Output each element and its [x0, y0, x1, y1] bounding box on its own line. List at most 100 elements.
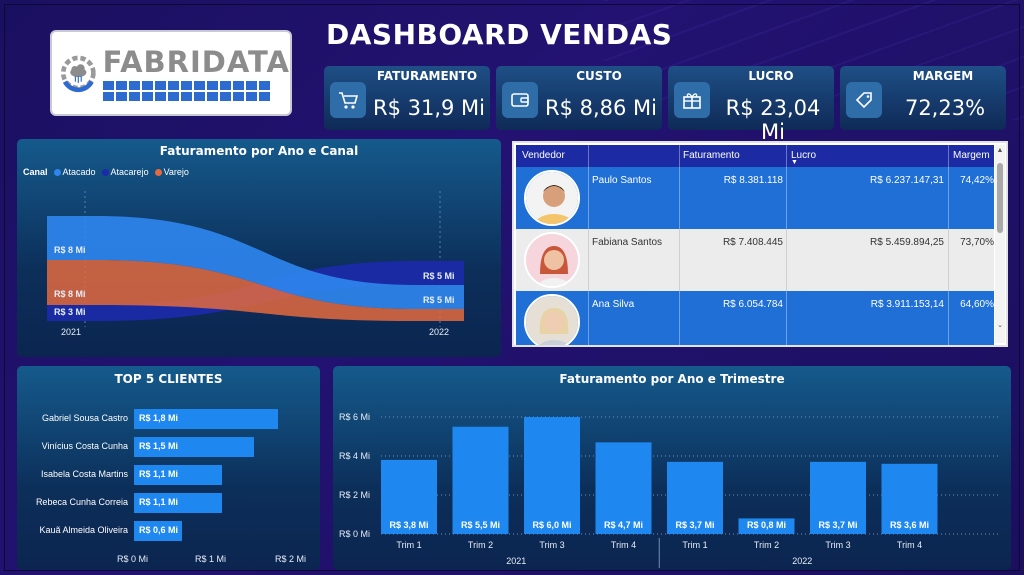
fabridata-logo: FABRIDATA: [50, 30, 292, 116]
legend-item-varejo[interactable]: Varejo: [154, 167, 189, 177]
cell-faturamento: R$ 8.381.118: [723, 175, 783, 186]
logo-text: FABRIDATA: [102, 45, 290, 79]
x-tick-label: Trim 2: [754, 540, 779, 550]
category-label: Gabriel Sousa Castro: [41, 413, 128, 423]
data-label: R$ 3 Mi: [54, 307, 86, 317]
gift-icon: [674, 82, 710, 118]
kpi-card-lucro: LUCRO R$ 23,04 Mi: [668, 66, 834, 144]
x-tick-label: 2022: [429, 327, 450, 337]
page-title: DASHBOARD VENDAS: [326, 18, 673, 51]
bar[interactable]: [667, 461, 723, 534]
category-label: Isabela Costa Martins: [40, 469, 128, 479]
chart-title: TOP 5 CLIENTES: [114, 372, 223, 386]
kpi-card-custo: CUSTO R$ 8,86 Mi: [496, 66, 662, 130]
cell-lucro: R$ 3.911.153,14: [870, 299, 944, 310]
x-tick-label: Trim 2: [468, 540, 493, 550]
data-label: R$ 3,6 Mi: [890, 520, 929, 530]
sort-desc-icon[interactable]: ▼: [791, 159, 798, 166]
y-tick-label: R$ 0 Mi: [339, 529, 370, 539]
table-scrollbar[interactable]: ▲ ⌄: [995, 145, 1005, 343]
table-row[interactable]: Ana Silva R$ 6.054.784 R$ 3.911.153,14 6…: [516, 291, 994, 345]
data-label: R$ 0,6 Mi: [139, 525, 179, 535]
ribbon-varejo[interactable]: [47, 260, 464, 321]
data-label: R$ 6,0 Mi: [532, 520, 571, 530]
category-label: Kauã Almeida Oliveira: [39, 525, 128, 535]
data-label: R$ 5 Mi: [423, 271, 455, 281]
ribbon-chart-panel: Faturamento por Ano e Canal Canal Atacad…: [17, 139, 501, 357]
data-label: R$ 1,8 Mi: [139, 413, 179, 423]
data-label: R$ 5 Mi: [423, 295, 455, 305]
table-header: Vendedor Faturamento Lucro ▼ Margem: [516, 145, 994, 167]
y-tick-label: R$ 6 Mi: [339, 412, 370, 422]
column-header-faturamento[interactable]: Faturamento: [683, 150, 740, 161]
group-label: 2021: [506, 556, 526, 566]
bar[interactable]: [738, 518, 795, 534]
x-tick-label: R$ 0 Mi: [117, 554, 149, 564]
cloud-gear-icon: [60, 55, 96, 92]
tag-icon: [846, 82, 882, 118]
scroll-down-icon[interactable]: ⌄: [997, 322, 1003, 329]
chart-title: Faturamento por Ano e Trimestre: [559, 372, 785, 386]
cell-vendedor: Fabiana Santos: [592, 237, 663, 248]
kpi-value: 72,23%: [904, 96, 986, 120]
x-tick-label: Trim 3: [825, 540, 850, 550]
cell-faturamento: R$ 6.054.784: [722, 299, 783, 310]
legend-title: Canal: [23, 167, 48, 177]
cell-margem: 74,42%: [960, 175, 994, 186]
chart-legend: Canal Atacado Atacarejo Varejo: [23, 167, 189, 177]
trimestre-chart-panel: Faturamento por Ano e Trimestre R$ 0 Mi R…: [333, 366, 1011, 570]
kpi-card-margem: MARGEM 72,23%: [840, 66, 1006, 130]
kpi-value: R$ 31,9 Mi: [372, 96, 485, 120]
kpi-label: CUSTO: [576, 69, 622, 83]
bar[interactable]: R$ 1,8 Mi: [134, 409, 278, 429]
bar[interactable]: [810, 461, 866, 534]
table-row[interactable]: Paulo Santos R$ 8.381.118 R$ 6.237.147,3…: [516, 167, 994, 229]
bar[interactable]: [524, 417, 580, 534]
ribbon-atacado[interactable]: [47, 216, 464, 309]
legend-item-atacado[interactable]: Atacado: [53, 167, 96, 177]
x-tick-label: R$ 2 Mi: [275, 554, 307, 564]
cell-faturamento: R$ 7.408.445: [722, 237, 783, 248]
column-header-vendedor[interactable]: Vendedor: [522, 150, 565, 161]
legend-item-atacarejo[interactable]: Atacarejo: [101, 167, 149, 177]
cart-icon: [330, 82, 366, 118]
cell-vendedor: Ana Silva: [592, 299, 635, 310]
bar[interactable]: R$ 1,1 Mi: [134, 493, 222, 513]
data-label: R$ 5,5 Mi: [461, 520, 500, 530]
data-label: R$ 1,5 Mi: [139, 441, 179, 451]
bar[interactable]: [452, 426, 509, 534]
column-header-margem[interactable]: Margem: [953, 150, 990, 161]
data-label: R$ 8 Mi: [54, 289, 86, 299]
kpi-label: MARGEM: [912, 69, 974, 83]
kpi-label: FATURAMENTO: [376, 69, 478, 83]
cell-lucro: R$ 5.459.894,25: [870, 237, 944, 248]
x-tick-label: Trim 1: [682, 540, 707, 550]
chart-title: Faturamento por Ano e Canal: [159, 144, 359, 158]
avatar: [524, 170, 580, 226]
y-tick-label: R$ 2 Mi: [339, 490, 370, 500]
group-label: 2022: [792, 556, 812, 566]
bar[interactable]: R$ 0,6 Mi: [134, 521, 182, 541]
kpi-value: R$ 23,04 Mi: [725, 96, 821, 144]
column-header-lucro[interactable]: Lucro: [791, 150, 817, 161]
cell-margem: 73,70%: [960, 237, 994, 248]
scroll-up-icon[interactable]: ▲: [996, 147, 1004, 154]
wallet-icon: [502, 82, 538, 118]
x-tick-label: 2021: [61, 327, 82, 337]
bar[interactable]: R$ 1,1 Mi: [134, 465, 222, 485]
data-label: R$ 0,8 Mi: [747, 520, 786, 530]
cell-lucro: R$ 6.237.147,31: [870, 175, 944, 186]
data-label: R$ 1,1 Mi: [139, 497, 179, 507]
ribbon-chart: [47, 191, 464, 327]
x-tick-label: Trim 3: [539, 540, 564, 550]
bar[interactable]: R$ 1,5 Mi: [134, 437, 254, 457]
data-label: R$ 1,1 Mi: [139, 469, 179, 479]
bar[interactable]: [381, 459, 437, 534]
scroll-thumb[interactable]: [997, 163, 1003, 233]
category-label: Rebeca Cunha Correia: [35, 497, 128, 507]
data-label: R$ 3,7 Mi: [675, 520, 714, 530]
table-row[interactable]: Fabiana Santos R$ 7.408.445 R$ 5.459.894…: [516, 229, 994, 291]
avatar: [524, 294, 580, 345]
bar[interactable]: [595, 442, 652, 534]
bar[interactable]: [881, 463, 938, 534]
